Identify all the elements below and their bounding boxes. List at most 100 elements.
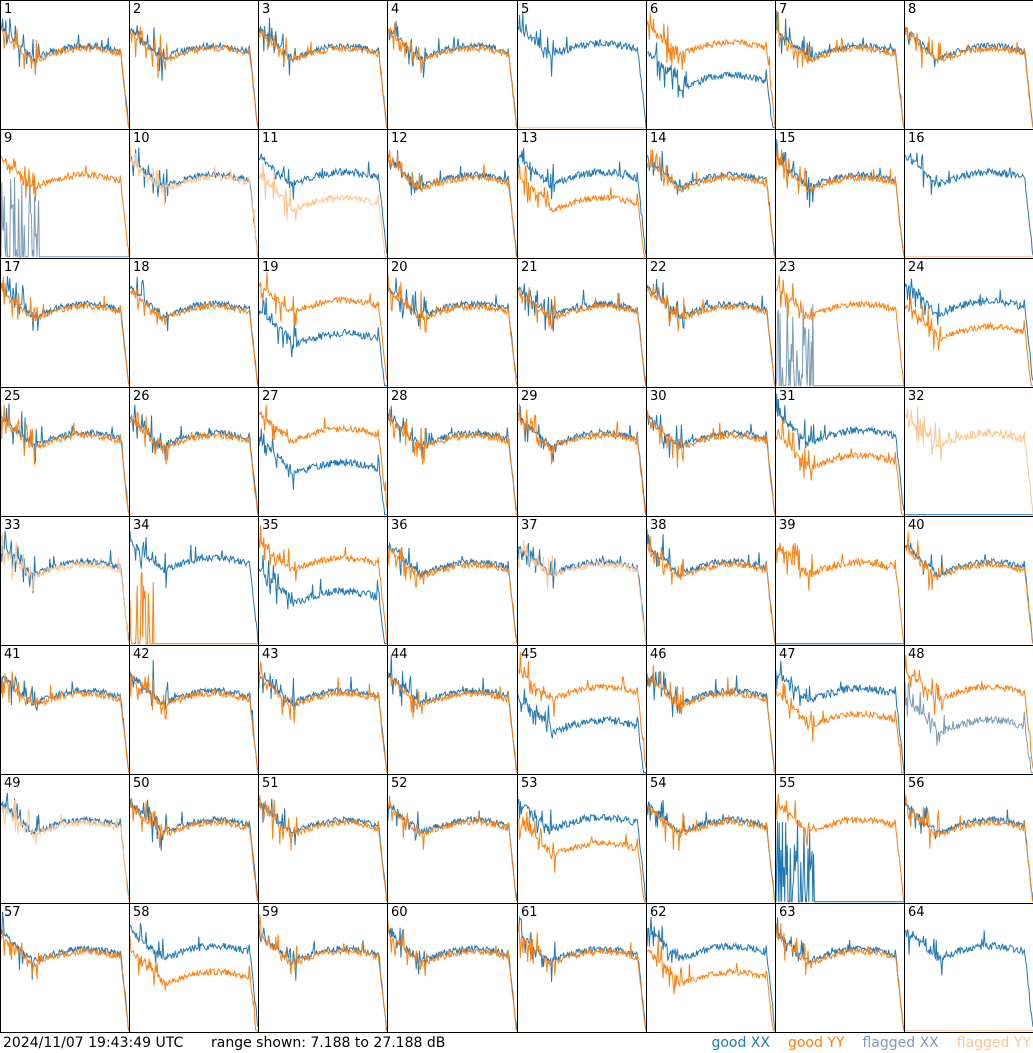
panel-label: 61 (521, 905, 538, 920)
panel-plot (1, 911, 129, 1032)
xx-series-line (518, 147, 646, 256)
panel-plot (776, 10, 904, 128)
antenna-panel-26: 26 (129, 387, 259, 517)
panel-plot (647, 529, 775, 644)
yy-series-line (1, 23, 129, 128)
antenna-panel-14: 14 (646, 129, 776, 259)
antenna-panel-16: 16 (904, 129, 1033, 259)
xx-series-line (1, 403, 129, 514)
antenna-panel-36: 36 (387, 516, 518, 646)
yy-series-line (776, 419, 904, 516)
panel-label: 11 (262, 131, 279, 146)
xx-series-line (1, 17, 129, 128)
yy-series-line (518, 403, 646, 515)
yy-series-line (1, 404, 129, 515)
antenna-panel-31: 31 (775, 387, 905, 517)
xx-series-line (388, 21, 517, 127)
yy-series-line (259, 163, 387, 258)
panel-plot (1, 403, 129, 515)
panel-plot (647, 279, 775, 386)
antenna-panel-55: 55 (775, 774, 905, 904)
panel-plot (259, 524, 387, 645)
antenna-panel-11: 11 (258, 129, 388, 259)
antenna-panel-34: 34 (129, 516, 259, 646)
xx-series-line (905, 929, 1033, 1028)
panel-plot (776, 139, 904, 257)
xx-series-line (130, 799, 258, 902)
panel-label: 52 (391, 776, 408, 791)
panel-label: 60 (391, 905, 408, 920)
antenna-panel-40: 40 (904, 516, 1033, 646)
xx-series-line (905, 278, 1033, 381)
antenna-panel-62: 62 (646, 903, 776, 1033)
antenna-panel-9: 9 (0, 129, 130, 259)
panel-label: 48 (908, 647, 925, 662)
legend: good XX good YY flagged XX flagged YY (693, 1033, 1031, 1053)
panel-plot (388, 150, 517, 258)
xx-series-line (647, 916, 775, 1031)
yy-series-line (388, 921, 517, 1032)
legend-good-xx: good XX (711, 1035, 770, 1051)
xx-series-line (1, 276, 129, 385)
panel-label: 51 (262, 776, 279, 791)
xx-series-line (130, 404, 258, 514)
antenna-panel-10: 10 (129, 129, 259, 259)
panel-label: 55 (779, 776, 796, 791)
panel-label: 20 (391, 260, 408, 275)
panel-label: 63 (779, 905, 796, 920)
footer: 2024/11/07 19:43:49 UTC range shown: 7.1… (0, 1033, 1033, 1053)
xx-series-line (905, 800, 1033, 902)
yy-series-line (776, 12, 904, 128)
xx-series-line (259, 554, 387, 645)
yy-series-line (647, 283, 775, 386)
antenna-panel-28: 28 (387, 387, 518, 517)
panel-plot (259, 404, 387, 516)
panel-plot (388, 655, 517, 773)
panel-label: 30 (650, 389, 667, 404)
yy-series-line (130, 571, 258, 645)
yy-series-line (776, 275, 904, 386)
legend-flagged-xx: flagged XX (862, 1035, 939, 1051)
yy-series-line (259, 404, 387, 510)
antenna-panel-57: 57 (0, 903, 130, 1033)
antenna-panel-60: 60 (387, 903, 518, 1033)
panel-plot (905, 278, 1033, 387)
yy-series-line (130, 674, 258, 773)
xx-series-line (388, 927, 517, 1031)
panel-plot (259, 794, 387, 902)
panel-label: 38 (650, 518, 667, 533)
antenna-panel-38: 38 (646, 516, 776, 646)
panel-label: 41 (4, 647, 21, 662)
yy-series-line (1, 532, 129, 644)
panel-plot (130, 660, 258, 773)
panel-label: 19 (262, 260, 279, 275)
panel-plot (130, 530, 258, 645)
xx-series-line (518, 12, 646, 128)
yy-series-line (259, 524, 387, 644)
antenna-panel-33: 33 (0, 516, 130, 646)
yy-series-line (776, 542, 904, 644)
xx-series-line (1, 911, 129, 1031)
panel-plot (130, 798, 258, 902)
panel-label: 13 (521, 131, 538, 146)
panel-label: 31 (779, 389, 796, 404)
panel-label: 6 (650, 2, 659, 17)
panel-label: 44 (391, 647, 408, 662)
yy-series-line (776, 143, 904, 257)
panel-label: 37 (521, 518, 538, 533)
panel-label: 54 (650, 776, 667, 791)
antenna-panel-48: 48 (904, 645, 1033, 775)
yy-series-line (905, 531, 1033, 644)
panel-label: 53 (521, 776, 538, 791)
panel-label: 47 (779, 647, 796, 662)
xx-series-line (776, 819, 904, 903)
legend-flagged-yy: flagged YY (956, 1035, 1031, 1051)
antenna-panel-7: 7 (775, 0, 905, 130)
antenna-panel-15: 15 (775, 129, 905, 259)
panel-plot (130, 141, 258, 258)
yy-series-line (518, 164, 646, 258)
antenna-panel-47: 47 (775, 645, 905, 775)
panel-label: 43 (262, 647, 279, 662)
xx-series-line (647, 42, 775, 129)
yy-series-line (388, 150, 517, 258)
